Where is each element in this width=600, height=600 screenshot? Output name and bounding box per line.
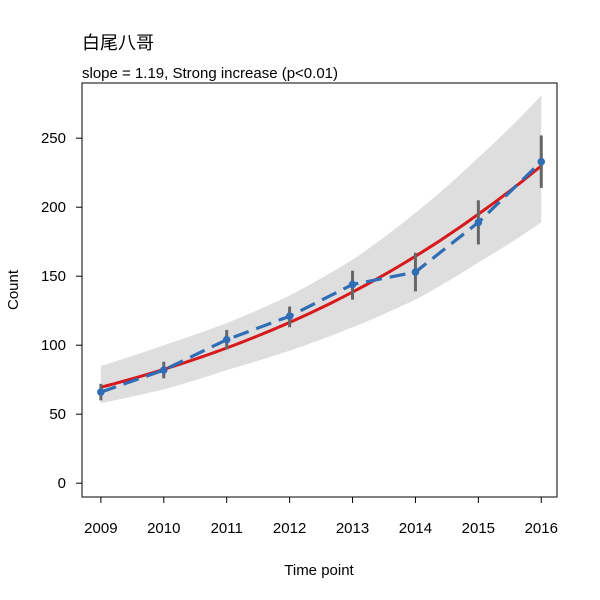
data-point-2010 — [159, 366, 168, 374]
data-point-2009 — [97, 388, 105, 396]
x-tick-label-2012: 2012 — [273, 520, 306, 537]
chart-title: 白尾八哥 — [82, 33, 154, 54]
data-points — [97, 157, 546, 396]
x-tick-label-2011: 2011 — [211, 520, 243, 537]
data-point-2014 — [411, 268, 420, 276]
x-tick-label-2013: 2013 — [336, 520, 369, 537]
confidence-band — [100, 95, 542, 404]
y-tick-label-100: 100 — [41, 337, 66, 354]
y-tick-label-0: 0 — [58, 475, 66, 492]
plot-frame — [81, 82, 558, 498]
y-axis: 0 50 100 150 200 250 — [41, 130, 82, 492]
x-tick-label-2014: 2014 — [399, 520, 432, 537]
data-point-2011 — [222, 335, 231, 344]
y-tick-label-150: 150 — [41, 268, 66, 285]
x-axis-label: Time point — [284, 562, 354, 579]
data-point-2015 — [474, 218, 483, 227]
data-point-2012 — [285, 312, 294, 321]
data-point-2016 — [537, 157, 546, 166]
x-tick-label-2009: 2009 — [84, 520, 117, 537]
y-axis-label: Count — [5, 269, 22, 310]
x-axis: 2009 2010 2011 2012 2013 2014 2015 2016 — [84, 497, 558, 537]
y-tick-label-200: 200 — [41, 199, 66, 216]
confidence-band-area — [100, 95, 542, 404]
observed-line — [100, 160, 543, 394]
x-tick-label-2010: 2010 — [147, 520, 180, 537]
observed-line-group — [100, 160, 543, 394]
y-tick-label-50: 50 — [49, 406, 66, 423]
x-tick-label-2016: 2016 — [525, 520, 558, 537]
data-point-2013 — [348, 280, 357, 289]
chart-subtitle: slope = 1.19, Strong increase (p<0.01) — [82, 65, 338, 82]
y-tick-label-250: 250 — [41, 130, 66, 147]
x-tick-label-2015: 2015 — [462, 520, 495, 537]
